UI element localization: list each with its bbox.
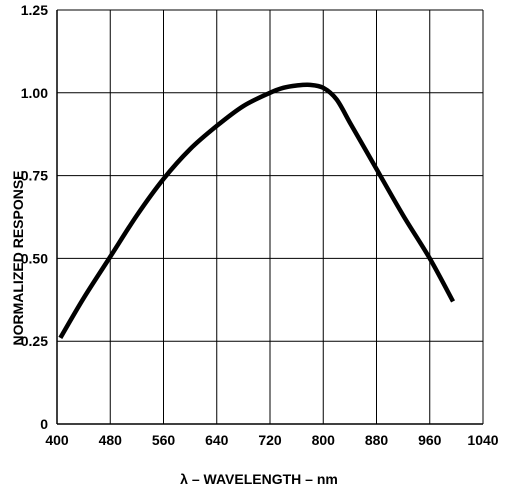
x-tick-label: 800: [312, 432, 336, 448]
x-tick-label: 400: [45, 432, 69, 448]
x-tick-label: 640: [205, 432, 229, 448]
y-axis-label: NORMALIZED RESPONSE: [10, 170, 26, 345]
y-tick-label: 1.00: [21, 85, 48, 101]
y-tick-label: 0: [40, 416, 48, 432]
x-tick-label: 1040: [467, 432, 498, 448]
y-tick-label: 0.50: [21, 250, 48, 266]
grid: [56, 9, 484, 425]
series-line: [58, 82, 456, 340]
y-tick-label: 0.75: [21, 168, 48, 184]
y-tick-label: 1.25: [21, 2, 48, 18]
series: [58, 82, 456, 340]
x-axis-label: λ – WAVELENGTH – nm: [180, 471, 338, 487]
x-tick-label: 880: [365, 432, 389, 448]
x-tick-label: 560: [152, 432, 176, 448]
x-axis-ticks: 400 480 560 640 720 800 880 960 1040: [45, 432, 498, 448]
x-tick-label: 960: [418, 432, 442, 448]
x-tick-label: 720: [258, 432, 282, 448]
y-axis-ticks: 0 0.25 0.50 0.75 1.00 1.25: [21, 2, 48, 432]
x-tick-label: 480: [99, 432, 123, 448]
y-tick-label: 0.25: [21, 333, 48, 349]
